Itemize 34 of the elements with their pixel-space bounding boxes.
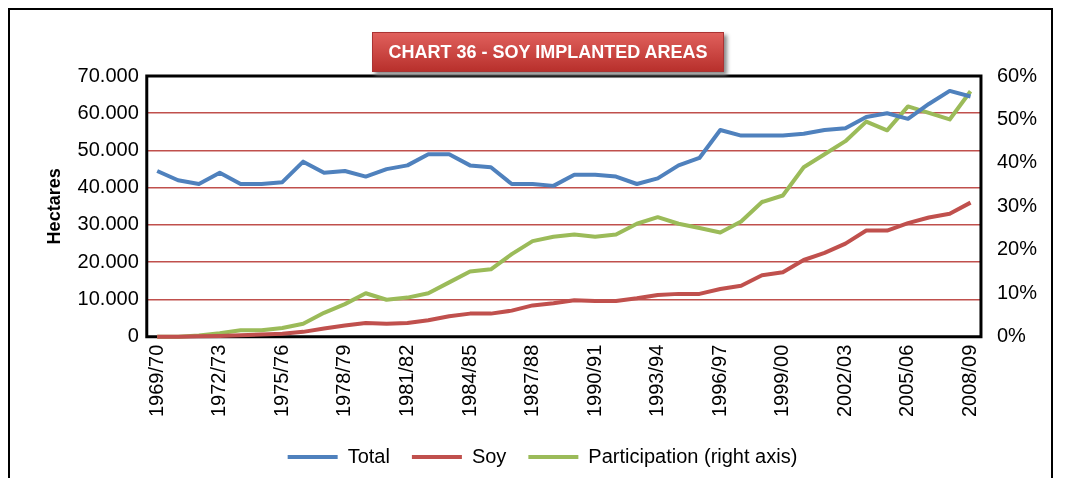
x-tick-label: 1984/85: [457, 344, 480, 417]
x-tick-label: 1978/79: [332, 344, 355, 417]
y-tick-label: 30.000: [77, 212, 139, 235]
y-tick-label: 60.000: [77, 100, 139, 123]
chart-title: CHART 36 - SOY IMPLANTED AREAS: [372, 32, 724, 72]
y-tick-label: 20.000: [77, 249, 139, 272]
x-tick-label: 2005/06: [895, 344, 918, 417]
x-tick-label: 2002/03: [832, 344, 855, 417]
x-tick-label: 1996/97: [707, 344, 730, 417]
y2-tick-label: 50%: [996, 106, 1038, 129]
y-tick-label: 70.000: [77, 63, 139, 86]
x-tick-label: 1987/88: [520, 344, 543, 417]
y2-tick-label: 40%: [996, 150, 1038, 173]
x-tick-label: 2008/09: [958, 344, 981, 417]
x-tick-label: 1981/82: [394, 344, 417, 417]
y2-tick-label: 60%: [996, 63, 1038, 86]
y2-tick-label: 20%: [996, 237, 1038, 260]
y-axis-title: Hectares: [43, 168, 64, 245]
legend-label: Participation (right axis): [588, 444, 798, 467]
y-tick-label: 10.000: [77, 286, 139, 309]
x-tick-label: 1969/70: [144, 344, 167, 417]
y-tick-label: 40.000: [77, 175, 139, 198]
y2-tick-label: 30%: [996, 193, 1038, 216]
x-tick-label: 1990/91: [582, 344, 605, 417]
x-tick-label: 1993/94: [645, 344, 668, 417]
x-tick-label: 1999/00: [770, 344, 793, 417]
x-tick-label: 1975/76: [269, 344, 292, 417]
y2-tick-label: 0%: [996, 324, 1027, 347]
legend-label: Total: [347, 444, 390, 467]
y-tick-label: 50.000: [77, 138, 139, 160]
legend-label: Soy: [471, 444, 507, 467]
y2-tick-label: 10%: [996, 280, 1038, 303]
y-tick-label: 0: [127, 324, 139, 347]
x-tick-label: 1972/73: [207, 344, 230, 417]
